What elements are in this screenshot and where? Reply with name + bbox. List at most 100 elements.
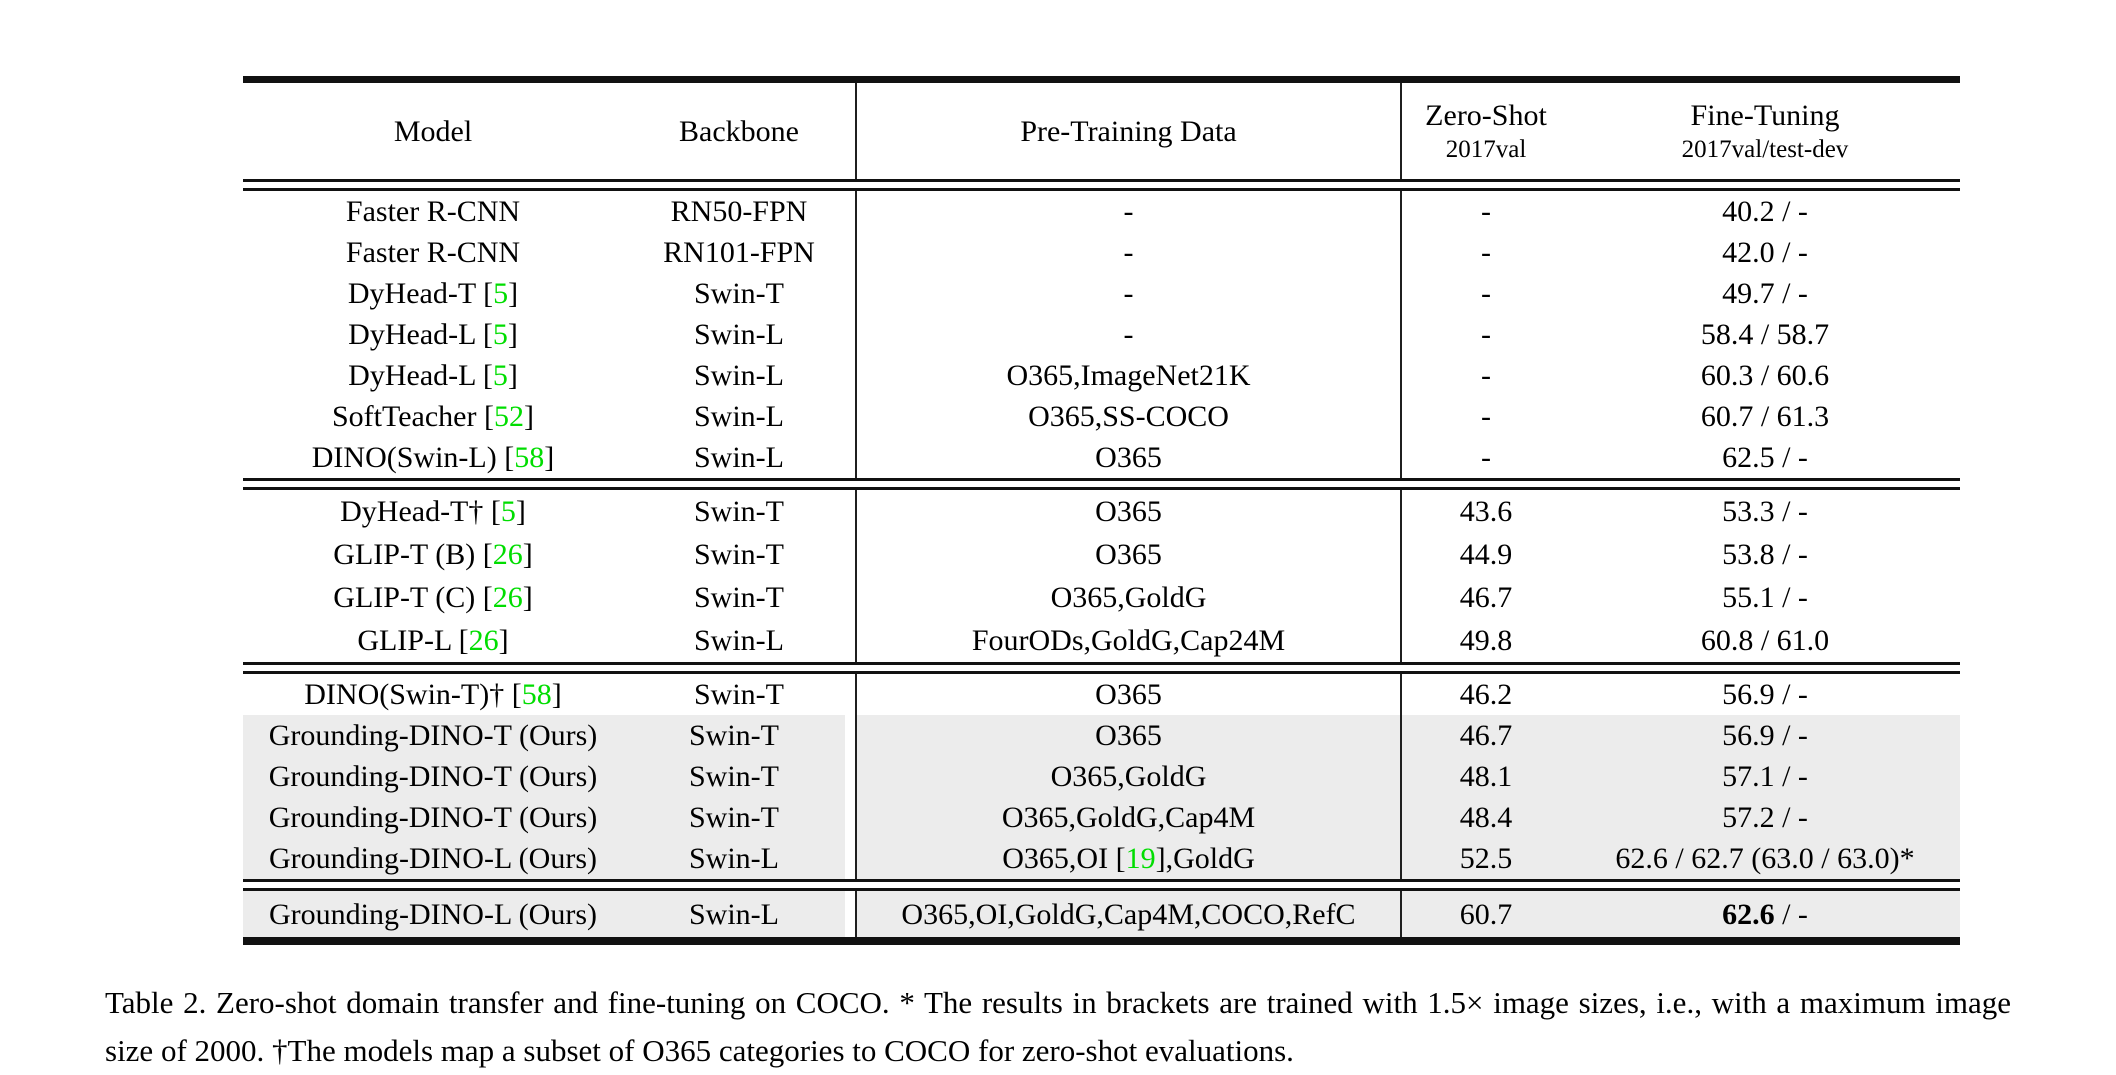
- header-zeroshot-title: Zero-Shot: [1425, 98, 1547, 132]
- backbone-cell: Swin-L: [623, 891, 855, 937]
- table-row: GLIP-T (B) [26] Swin-T O365 44.9 53.8 / …: [243, 533, 1960, 576]
- pretrain-cell: O365: [855, 674, 1400, 715]
- table-row: DyHead-T† [5] Swin-T O365 43.6 53.3 / -: [243, 490, 1960, 533]
- backbone-cell: Swin-T: [694, 581, 784, 614]
- zeroshot-cell: -: [1400, 191, 1570, 232]
- model-cell: Grounding-DINO-T (Ours): [243, 797, 623, 838]
- table-row: Faster R-CNN RN50-FPN - - 40.2 / -: [243, 191, 1960, 232]
- model-cell: GLIP-T (B) [26]: [243, 533, 623, 576]
- table-row: DyHead-L [5] Swin-L O365,ImageNet21K - 6…: [243, 355, 1960, 396]
- results-table-wrap: Model Backbone Pre-Training Data Zero-Sh…: [243, 76, 1960, 945]
- zeroshot-cell: 52.5: [1400, 838, 1570, 879]
- citation-number: 5: [492, 359, 508, 392]
- model-cell: GLIP-L [26]: [243, 619, 623, 662]
- model-cell: GLIP-T (C) [26]: [243, 576, 623, 619]
- pretrain-text: -: [1123, 318, 1134, 351]
- finetune-cell: 58.4 / 58.7: [1700, 318, 1830, 351]
- backbone-cell: Swin-T: [694, 495, 784, 528]
- finetune-cell: 56.9 / -: [1722, 678, 1808, 711]
- model-name: Grounding-DINO-T (Ours): [268, 760, 598, 793]
- citation-number: 58: [514, 441, 545, 474]
- finetune-cell: 49.7 / -: [1722, 277, 1808, 310]
- pretrain-cell: -: [855, 191, 1400, 232]
- pretrain-cell: -: [855, 232, 1400, 273]
- pretrain-text: O365,OI,GoldG,Cap4M,COCO,RefC: [901, 897, 1356, 931]
- table-row-highlighted: Grounding-DINO-T (Ours) Swin-T O365,Gold…: [243, 797, 1960, 838]
- model-name: GLIP-L [: [357, 624, 469, 657]
- citation-number: 5: [492, 318, 508, 351]
- model-name: DyHead-L [: [348, 318, 493, 351]
- finetune-cell: 55.1 / -: [1722, 581, 1808, 614]
- model-suffix: ]: [522, 581, 533, 614]
- finetune-cell: 57.2 / -: [1570, 797, 1960, 838]
- finetune-cell: 57.1 / -: [1570, 756, 1960, 797]
- table-row-highlighted: Grounding-DINO-T (Ours) Swin-T O365 46.7…: [243, 715, 1960, 756]
- model-suffix: ]: [498, 624, 509, 657]
- citation-number: 26: [468, 624, 499, 657]
- model-cell: Grounding-DINO-T (Ours): [243, 715, 623, 756]
- header-model: Model: [393, 114, 473, 148]
- model-cell: DyHead-L [5]: [243, 314, 623, 355]
- pretrain-text: O365,OI [: [1002, 842, 1126, 875]
- table-row: GLIP-T (C) [26] Swin-T O365,GoldG 46.7 5…: [243, 576, 1960, 619]
- header-finetune-title: Fine-Tuning: [1690, 98, 1840, 132]
- backbone-cell: Swin-T: [694, 678, 784, 711]
- pretrain-text: O365: [1095, 495, 1162, 528]
- finetune-cell: 60.7 / 61.3: [1700, 400, 1830, 433]
- pretrain-cell: O365: [855, 715, 1400, 756]
- model-name: SoftTeacher [: [332, 400, 494, 433]
- zeroshot-cell: -: [1400, 396, 1570, 437]
- citation-number: 19: [1125, 842, 1156, 875]
- finetune-cell: 62.6 / -: [1570, 891, 1960, 937]
- rule-line: [243, 478, 1960, 490]
- zeroshot-cell: 60.7: [1400, 891, 1570, 937]
- backbone-cell: Swin-L: [694, 318, 784, 351]
- model-name: GLIP-T (C) [: [333, 581, 493, 614]
- backbone-cell: Swin-T: [623, 797, 855, 838]
- citation-number: 26: [492, 538, 523, 571]
- header-backbone: Backbone: [679, 114, 799, 148]
- citation-number: 52: [493, 400, 524, 433]
- backbone-cell: Swin-T: [694, 277, 784, 310]
- model-cell: Grounding-DINO-L (Ours): [243, 838, 623, 879]
- pretrain-cell: O365,GoldG: [855, 576, 1400, 619]
- model-suffix: ]: [507, 318, 518, 351]
- zeroshot-cell: 46.2: [1400, 674, 1570, 715]
- zeroshot-cell: 49.8: [1400, 619, 1570, 662]
- model-suffix: ]: [544, 441, 555, 474]
- finetune-cell: 60.8 / 61.0: [1700, 624, 1830, 657]
- pretrain-text: O365: [1095, 719, 1162, 752]
- model-cell: Faster R-CNN: [243, 191, 623, 232]
- header-rule: [243, 179, 1960, 191]
- model-cell: SoftTeacher [52]: [243, 396, 623, 437]
- model-cell: Grounding-DINO-T (Ours): [243, 756, 623, 797]
- model-name: Faster R-CNN: [345, 236, 521, 269]
- backbone-cell: Swin-L: [623, 838, 855, 879]
- model-suffix: ]: [551, 678, 562, 711]
- finetune-cell: 53.3 / -: [1722, 495, 1808, 528]
- table-row: DINO(Swin-L) [58] Swin-L O365 - 62.5 / -: [243, 437, 1960, 478]
- model-suffix: ]: [508, 277, 519, 310]
- rule-line: [243, 662, 1960, 674]
- zeroshot-cell: -: [1400, 273, 1570, 314]
- pretrain-cell: -: [855, 314, 1400, 355]
- model-suffix: ]: [507, 359, 518, 392]
- citation-number: 5: [500, 495, 516, 528]
- rule-line: [243, 937, 1960, 945]
- citation-number: 58: [521, 678, 552, 711]
- model-cell: DyHead-T [5]: [243, 273, 623, 314]
- model-cell: DyHead-T† [5]: [243, 490, 623, 533]
- table-row: DyHead-T [5] Swin-T - - 49.7 / -: [243, 273, 1960, 314]
- model-name: Grounding-DINO-T (Ours): [268, 801, 598, 834]
- pretrain-cell: O365,OI,GoldG,Cap4M,COCO,RefC: [855, 891, 1400, 937]
- zeroshot-cell: -: [1400, 232, 1570, 273]
- model-suffix: ]: [523, 400, 534, 433]
- header-zeroshot-sub: 2017val: [1445, 135, 1527, 163]
- model-name: GLIP-T (B) [: [333, 538, 493, 571]
- backbone-cell: Swin-T: [623, 715, 855, 756]
- model-suffix: ]: [522, 538, 533, 571]
- model-cell: DINO(Swin-L) [58]: [243, 437, 623, 478]
- table-row: GLIP-L [26] Swin-L FourODs,GoldG,Cap24M …: [243, 619, 1960, 662]
- backbone-cell: Swin-T: [623, 756, 855, 797]
- finetune-cell: 62.5 / -: [1722, 441, 1808, 474]
